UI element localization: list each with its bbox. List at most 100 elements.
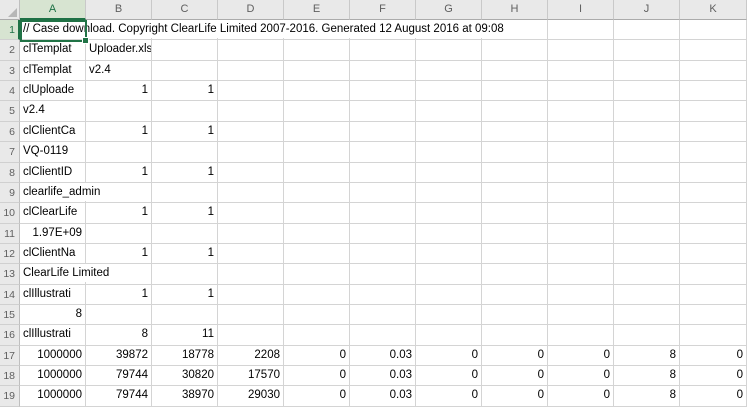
cell-A16[interactable]: clIllustrati [20, 325, 86, 346]
cell-F12[interactable] [350, 243, 416, 265]
cell-E10[interactable] [284, 203, 350, 224]
cell-B16[interactable]: 8 [86, 325, 152, 346]
cell-H9[interactable] [482, 182, 548, 204]
cell-E6[interactable] [284, 121, 350, 143]
cell-H8[interactable] [482, 162, 548, 183]
row-header-13[interactable]: 13 [0, 264, 20, 285]
cell-H5[interactable] [482, 101, 548, 122]
cell-G14[interactable] [416, 284, 482, 306]
cell-K14[interactable] [680, 284, 747, 306]
cell-D5[interactable] [218, 101, 284, 122]
cell-J10[interactable] [614, 203, 680, 224]
cell-A13[interactable]: ClearLife Limited [20, 264, 113, 285]
cell-E11[interactable] [284, 223, 350, 244]
cell-I13[interactable] [548, 264, 614, 285]
cell-B15[interactable] [86, 305, 152, 326]
cell-I7[interactable] [548, 142, 614, 163]
cell-I18[interactable]: 0 [548, 366, 614, 387]
cell-C18[interactable]: 30820 [152, 366, 218, 387]
cell-D6[interactable] [218, 121, 284, 143]
cell-H17[interactable]: 0 [482, 345, 548, 367]
row-header-10[interactable]: 10 [0, 203, 20, 224]
row-header-14[interactable]: 14 [0, 284, 20, 306]
cell-I9[interactable] [548, 182, 614, 204]
cell-A5[interactable]: v2.4 [20, 101, 86, 122]
column-header-C[interactable]: C [152, 0, 218, 20]
cell-I8[interactable] [548, 162, 614, 183]
cell-D7[interactable] [218, 142, 284, 163]
cell-K9[interactable] [680, 182, 747, 204]
cell-H6[interactable] [482, 121, 548, 143]
cell-F9[interactable] [350, 182, 416, 204]
cell-D12[interactable] [218, 243, 284, 265]
cell-F8[interactable] [350, 162, 416, 183]
cell-J2[interactable] [614, 40, 680, 61]
cell-J1[interactable] [614, 20, 680, 41]
row-header-16[interactable]: 16 [0, 325, 20, 346]
cell-F15[interactable] [350, 305, 416, 326]
row-header-8[interactable]: 8 [0, 162, 20, 183]
cell-H13[interactable] [482, 264, 548, 285]
column-header-H[interactable]: H [482, 0, 548, 20]
cell-G13[interactable] [416, 264, 482, 285]
cell-H11[interactable] [482, 223, 548, 244]
cell-E7[interactable] [284, 142, 350, 163]
cell-H2[interactable] [482, 40, 548, 61]
cell-C4[interactable]: 1 [152, 81, 218, 102]
row-header-9[interactable]: 9 [0, 182, 20, 204]
cell-H3[interactable] [482, 60, 548, 82]
cell-J3[interactable] [614, 60, 680, 82]
cell-F10[interactable] [350, 203, 416, 224]
cell-I10[interactable] [548, 203, 614, 224]
row-header-3[interactable]: 3 [0, 60, 20, 82]
cell-A8[interactable]: clClientID [20, 162, 86, 183]
cell-C6[interactable]: 1 [152, 121, 218, 143]
cell-C15[interactable] [152, 305, 218, 326]
cell-G2[interactable] [416, 40, 482, 61]
cell-I5[interactable] [548, 101, 614, 122]
cell-B8[interactable]: 1 [86, 162, 152, 183]
column-header-D[interactable]: D [218, 0, 284, 20]
cell-C3[interactable] [152, 60, 218, 82]
cell-H7[interactable] [482, 142, 548, 163]
cell-J7[interactable] [614, 142, 680, 163]
cell-B12[interactable]: 1 [86, 243, 152, 265]
cell-G6[interactable] [416, 121, 482, 143]
cell-F18[interactable]: 0.03 [350, 366, 416, 387]
cell-J19[interactable]: 8 [614, 386, 680, 407]
cell-K19[interactable]: 0 [680, 386, 747, 407]
cell-I3[interactable] [548, 60, 614, 82]
cell-G17[interactable]: 0 [416, 345, 482, 367]
cell-H16[interactable] [482, 325, 548, 346]
cell-F7[interactable] [350, 142, 416, 163]
column-header-K[interactable]: K [680, 0, 747, 20]
cell-F16[interactable] [350, 325, 416, 346]
cell-H1[interactable] [482, 20, 548, 41]
row-header-2[interactable]: 2 [0, 40, 20, 61]
cell-G8[interactable] [416, 162, 482, 183]
cell-K15[interactable] [680, 305, 747, 326]
cell-A1[interactable]: // Case download. Copyright ClearLife Li… [20, 20, 507, 41]
cell-E14[interactable] [284, 284, 350, 306]
cell-J12[interactable] [614, 243, 680, 265]
cell-H14[interactable] [482, 284, 548, 306]
cell-I15[interactable] [548, 305, 614, 326]
cell-C17[interactable]: 18778 [152, 345, 218, 367]
cell-B9[interactable] [86, 182, 152, 204]
cell-F13[interactable] [350, 264, 416, 285]
cell-H4[interactable] [482, 81, 548, 102]
cell-A9[interactable]: clearlife_admin [20, 182, 104, 204]
cell-C19[interactable]: 38970 [152, 386, 218, 407]
cell-A15[interactable]: 8 [20, 305, 86, 326]
cell-J6[interactable] [614, 121, 680, 143]
cell-F4[interactable] [350, 81, 416, 102]
cell-F5[interactable] [350, 101, 416, 122]
cell-G3[interactable] [416, 60, 482, 82]
cell-G7[interactable] [416, 142, 482, 163]
select-all-button[interactable] [0, 0, 20, 20]
cell-G18[interactable]: 0 [416, 366, 482, 387]
cell-E17[interactable]: 0 [284, 345, 350, 367]
cell-K17[interactable]: 0 [680, 345, 747, 367]
row-header-15[interactable]: 15 [0, 305, 20, 326]
column-header-J[interactable]: J [614, 0, 680, 20]
